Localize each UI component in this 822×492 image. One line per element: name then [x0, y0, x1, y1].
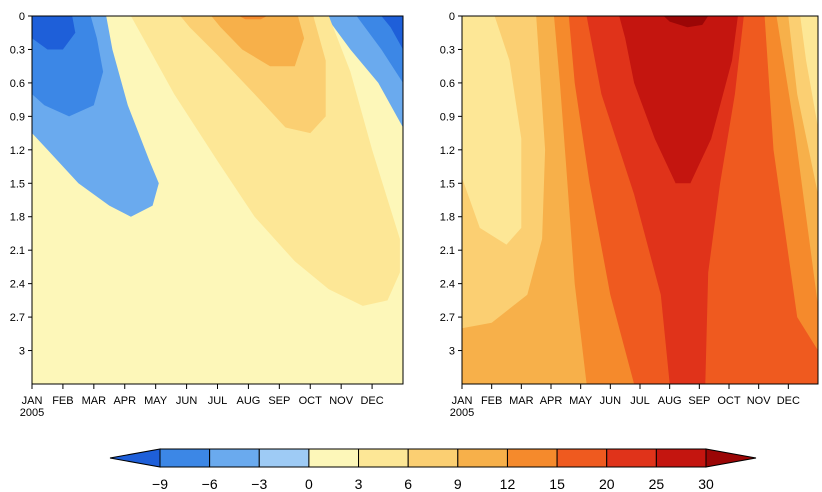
x-tick-label: MAY — [569, 395, 593, 407]
colorbar-box — [457, 448, 508, 468]
colorbar-box — [606, 448, 657, 468]
x-tick-label: DEC — [360, 395, 383, 407]
panel-right: 0 0.3 0.6 0.9 1.2 1.5 1.8 2.1 2.4 2.7 3 JAN FEB MAR AP… — [440, 11, 819, 419]
colorbar-label: −9 — [152, 476, 168, 492]
y-tick-label: 0.3 — [440, 44, 455, 56]
y-tick-label: 1.8 — [10, 212, 25, 224]
x-tick-label: NOV — [747, 395, 772, 407]
colorbar-label: 25 — [649, 476, 665, 492]
colorbar-box — [258, 448, 310, 468]
colorbar-box — [209, 448, 260, 468]
x-tick-label: JUN — [600, 395, 621, 407]
x-tick-label: MAR — [509, 395, 534, 407]
colorbar-label: 3 — [355, 476, 363, 492]
x-year-label: 2005 — [450, 407, 474, 419]
y-tick-label: 2.1 — [10, 245, 25, 257]
colorbar-label: 20 — [599, 476, 615, 492]
y-tick-label: 1.8 — [440, 212, 455, 224]
x-tick-label: JUL — [630, 395, 650, 407]
x-tick-label: JAN — [452, 395, 473, 407]
contour-region-5 — [381, 16, 403, 50]
x-tick-label: SEP — [688, 395, 710, 407]
colorbar-arrow-low — [109, 448, 161, 468]
x-tick-label: JAN — [22, 395, 43, 407]
colorbar-arrow-high — [705, 448, 757, 468]
x-tick-label: FEB — [52, 395, 73, 407]
colorbar-label: −6 — [202, 476, 218, 492]
contour-region-7 — [619, 16, 738, 184]
colorbar-label: 0 — [305, 476, 313, 492]
y-tick-label: 0.9 — [440, 111, 455, 123]
colorbar-box — [556, 448, 608, 468]
y-tick-label: 0 — [19, 11, 25, 23]
x-tick-label: OCT — [717, 395, 741, 407]
y-tick-label: 1.2 — [10, 145, 25, 157]
colorbar-label: 12 — [500, 476, 516, 492]
y-tick-label: 2.7 — [440, 312, 455, 324]
colorbar-box — [506, 448, 558, 468]
colorbar-box — [407, 448, 459, 468]
x-tick-label: AUG — [236, 395, 260, 407]
y-tick-label: 0.9 — [10, 111, 25, 123]
colorbar-box — [308, 448, 360, 468]
contour-region-9 — [239, 16, 267, 20]
x-tick-label: APR — [113, 395, 136, 407]
colorbar-box — [358, 448, 409, 468]
colorbar-label: 9 — [454, 476, 462, 492]
colorbar-label: 15 — [549, 476, 565, 492]
contour-region-8 — [211, 16, 305, 67]
x-tick-label: JUN — [176, 395, 197, 407]
y-tick-label: 0.6 — [10, 78, 25, 90]
colorbar-box — [655, 448, 707, 468]
y-tick-label: 2.7 — [10, 312, 25, 324]
y-tick-label: 1.5 — [10, 178, 25, 190]
x-tick-label: SEP — [268, 395, 290, 407]
contour-region-6 — [130, 16, 400, 306]
x-tick-label: JUL — [208, 395, 228, 407]
colorbar: −9 −6 −3 0 3 6 9 12 15 20 25 30 — [109, 448, 757, 492]
x-tick-label: MAY — [144, 395, 168, 407]
contour-region-4 — [32, 16, 76, 50]
y-tick-label: 3 — [19, 346, 25, 358]
y-tick-label: 2.1 — [440, 245, 455, 257]
x-tick-label: NOV — [329, 395, 354, 407]
y-tick-label: 1.2 — [440, 145, 455, 157]
contour-region-8 — [663, 16, 709, 28]
y-tick-label: 1.5 — [440, 178, 455, 190]
colorbar-box — [159, 448, 211, 468]
x-tick-label: AUG — [658, 395, 682, 407]
y-tick-label: 0.3 — [10, 44, 25, 56]
x-tick-label: OCT — [299, 395, 323, 407]
colorbar-label: 30 — [698, 476, 714, 492]
y-tick-label: 2.4 — [440, 279, 455, 291]
x-tick-label: DEC — [777, 395, 800, 407]
x-tick-label: FEB — [481, 395, 502, 407]
panel-left: 0 0.3 0.6 0.9 1.2 1.5 1.8 2.1 2.4 2.7 3 JAN FEB MAR AP… — [10, 11, 404, 419]
y-tick-label: 0 — [449, 11, 455, 23]
contour-region-3 — [356, 16, 403, 83]
y-tick-label: 2.4 — [10, 279, 25, 291]
y-tick-label: 0.6 — [440, 78, 455, 90]
colorbar-label: −3 — [251, 476, 267, 492]
x-year-label: 2005 — [20, 407, 44, 419]
x-tick-label: MAR — [82, 395, 107, 407]
x-tick-label: APR — [540, 395, 563, 407]
y-tick-label: 3 — [449, 346, 455, 358]
colorbar-label: 6 — [404, 476, 412, 492]
